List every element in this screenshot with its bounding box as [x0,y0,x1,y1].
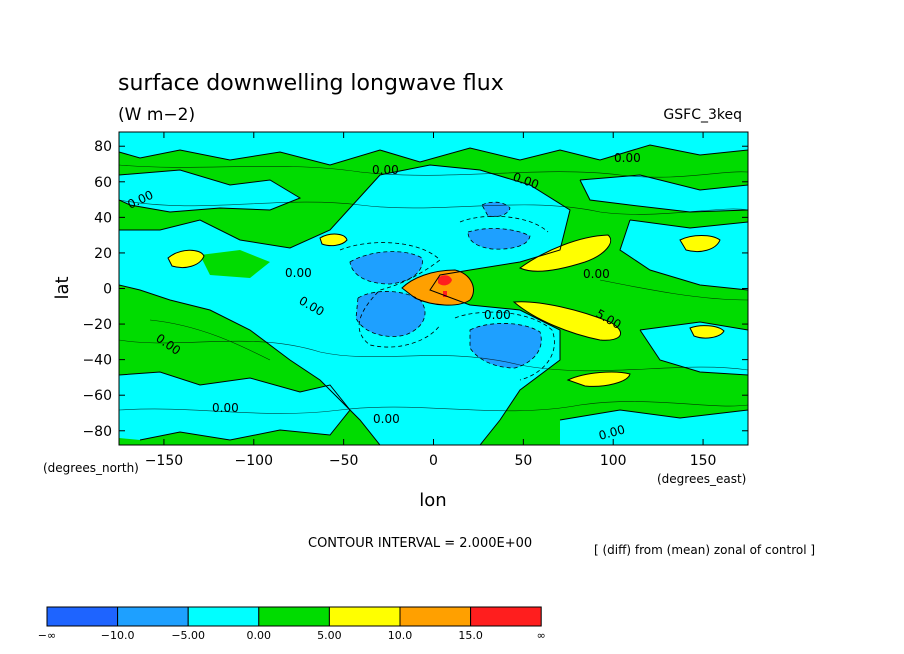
yellow-region-east-north [520,235,611,272]
colorbar-swatch [117,606,189,627]
x-tick-label: −50 [329,453,359,469]
colorbar-label: 0.00 [247,629,272,642]
x-tick-label: −150 [145,453,183,469]
contour-label: 0.00 [373,412,400,426]
x-tick-label: −100 [235,453,273,469]
negative-contours [339,201,555,381]
x-axis: −150 −100 −50 0 50 100 150 [145,132,717,469]
colorbar-label: 5.00 [317,629,342,642]
plot-area [118,131,749,446]
y-tick-label: 20 [94,246,112,262]
x-axis-label: lon [419,490,446,511]
blue-region-west-south [356,291,425,337]
x-axis-units: (degrees_east) [657,472,746,486]
minor-contours [119,164,748,414]
y-axis-units: (degrees_north) [43,461,139,475]
cyan-region-center [119,165,570,445]
contour-label: 0.00 [484,308,511,322]
y-axis-label: lat [52,276,73,299]
contour-lines [119,144,748,445]
x-tick-label: 150 [690,453,717,469]
contour-label: 0.00 [614,151,641,165]
red-cell [443,291,447,297]
cyan-region-southeast [560,410,748,445]
colorbar-swatch [187,606,260,627]
model-label: GSFC_3keq [663,107,742,123]
colorbar-swatch [46,606,119,627]
colorbar-swatch [399,606,472,627]
yellow-region-southeast [568,372,630,387]
green-island-1 [200,250,270,278]
y-tick-label: −40 [82,353,112,369]
y-tick-label: −80 [82,424,112,440]
cyan-region-south [119,372,350,440]
colorbar-swatch [470,606,542,627]
yellow-region-east-far [680,235,720,252]
y-axis: 80 60 40 20 0 −20 −40 −60 −80 [82,139,748,440]
yellow-region-west [168,250,204,268]
colorbar-label: 15.0 [458,629,483,642]
cyan-region-northeast [580,175,748,212]
y-tick-label: 80 [94,139,112,155]
contour-label: 0.00 [597,422,626,442]
colorbar-swatch [328,606,401,627]
units-label: (W m−2) [118,105,195,125]
y-tick-label: −60 [82,388,112,404]
colorbar-label: −10.0 [101,629,135,642]
yellow-region-east-far-south [690,325,724,339]
contour-label: 0.00 [583,267,610,281]
cyan-region-north [119,132,748,165]
yellow-region-northwest [320,234,347,246]
colorbar: −∞ −10.0 −5.00 0.00 5.00 10.0 15.0 ∞ [38,606,546,642]
y-tick-label: 40 [94,210,112,226]
colorbar-label: 10.0 [388,629,413,642]
x-tick-label: 0 [429,453,438,469]
y-tick-label: 0 [103,282,112,298]
contour-label: 0.00 [285,266,312,280]
yellow-region-east-south [514,301,621,341]
contour-interval: CONTOUR INTERVAL = 2.000E+00 [308,536,532,551]
contour-label: 0.00 [212,401,239,415]
orange-region-equator [402,270,474,306]
y-tick-label: 60 [94,175,112,191]
blue-region-north-east [468,228,530,250]
colorbar-label: ∞ [537,629,546,642]
blue-region-south-east [470,323,542,368]
diff-note: [ (diff) from (mean) zonal of control ] [594,543,815,557]
contour-label: 0.00 [372,163,399,177]
chart-title: surface downwelling longwave flux [118,71,504,96]
colorbar-swatch [258,606,330,627]
contour-label-group: 0.00 0.00 0.00 0.00 0.00 0.00 0.00 0.00 … [125,151,640,443]
colorbar-label: −∞ [38,629,56,642]
red-region-equator [438,275,452,286]
y-tick-label: −20 [82,317,112,333]
blue-region-west-north [350,251,423,284]
cyan-region-west [119,170,300,212]
x-tick-label: 100 [600,453,627,469]
x-tick-label: 50 [514,453,532,469]
colorbar-label: −5.00 [171,629,205,642]
